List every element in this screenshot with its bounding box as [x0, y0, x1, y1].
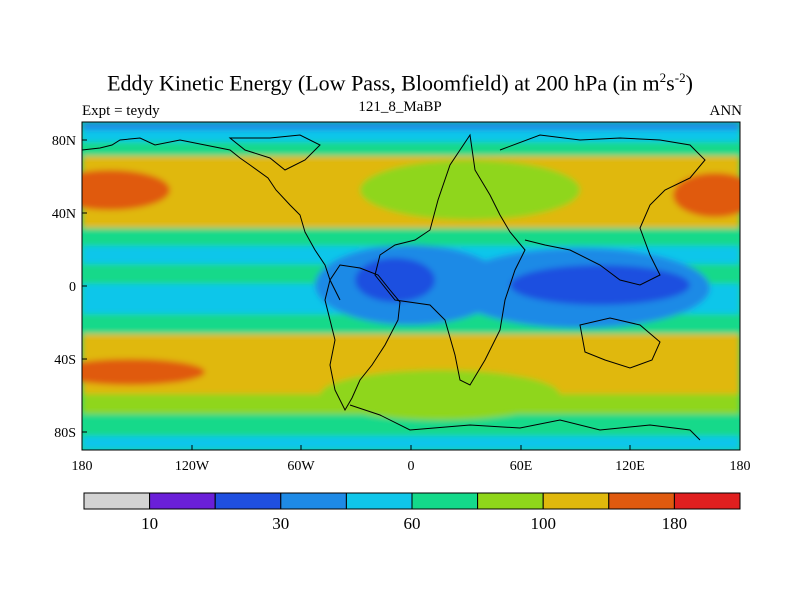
- field-midlat-green: [360, 160, 580, 220]
- colorbar-swatch: [280, 492, 347, 510]
- y-tick-label: 80N: [52, 134, 76, 149]
- coastline-europe-africa: [374, 133, 526, 386]
- colorbar: 10 30 60 100 180: [83, 492, 741, 533]
- x-tick-label: 0: [408, 459, 415, 474]
- field-layer: [82, 122, 740, 450]
- field-min-atlantic: [355, 258, 435, 302]
- coastline-antarctica: [349, 404, 701, 441]
- x-tick-label: 120E: [615, 459, 645, 474]
- field-min-indian: [510, 265, 690, 305]
- field-band: [82, 436, 740, 450]
- field-high-north-atlantic: [673, 173, 740, 217]
- field-band: [82, 228, 740, 246]
- expt-label: Expt = teydy: [82, 103, 160, 119]
- axis-ticks: [81, 139, 741, 450]
- colorbar-label: 180: [662, 514, 688, 533]
- colorbar-swatch: [673, 492, 741, 510]
- colorbar-swatch: [411, 492, 479, 510]
- colorbar-swatch: [149, 492, 216, 510]
- colorbar-swatch: [345, 492, 413, 510]
- colorbar-swatch: [477, 492, 544, 510]
- colorbar-swatch: [83, 492, 151, 510]
- colorbar-label: 30: [272, 514, 289, 533]
- coastline-asia: [499, 134, 706, 286]
- y-tick-label: 0: [69, 280, 76, 295]
- coastline-north-america: [82, 137, 341, 301]
- field-high-southern: [82, 359, 205, 385]
- field-band: [82, 414, 740, 436]
- x-tick-label: 180: [72, 459, 93, 474]
- y-tick-label: 40N: [52, 207, 76, 222]
- season-label: ANN: [709, 103, 743, 119]
- x-tick-label: 60E: [510, 459, 533, 474]
- colorbar-swatch: [542, 492, 610, 510]
- x-tick-label: 120W: [175, 459, 210, 474]
- field-band: [82, 122, 740, 130]
- colorbar-label: 100: [530, 514, 556, 533]
- field-high-north-pacific: [82, 170, 170, 210]
- x-tick-label: 180: [730, 459, 751, 474]
- colorbar-label: 10: [141, 514, 158, 533]
- coastline-south-america: [324, 264, 401, 412]
- coastlines: [82, 133, 706, 441]
- colorbar-swatch: [608, 492, 675, 510]
- y-tick-label: 80S: [54, 426, 76, 441]
- x-tick-label: 60W: [287, 459, 315, 474]
- field-band: [82, 142, 740, 156]
- field-southern-green: [320, 370, 560, 420]
- colorbar-label: 60: [404, 514, 421, 533]
- y-tick-label: 40S: [54, 353, 76, 368]
- coastline-australia: [579, 317, 661, 369]
- chart-subtitle: 121_8_MaBP: [358, 99, 442, 115]
- chart-title: Eddy Kinetic Energy (Low Pass, Bloomfiel…: [107, 70, 693, 96]
- coastline-greenland: [228, 134, 321, 171]
- colorbar-swatch: [214, 492, 282, 510]
